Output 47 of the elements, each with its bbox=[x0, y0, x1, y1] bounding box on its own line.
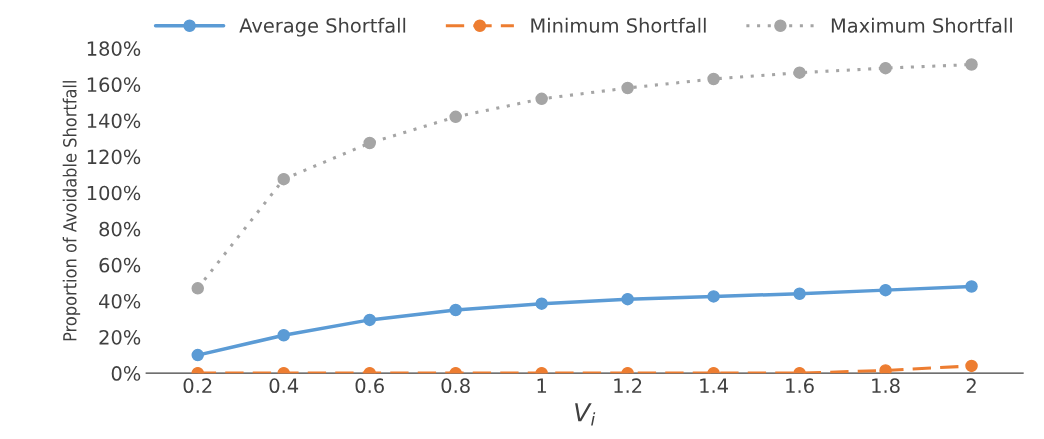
legend-label: Maximum Shortfall bbox=[831, 17, 1012, 33]
y-tick-label: 160% bbox=[87, 77, 141, 93]
point bbox=[621, 292, 634, 306]
point bbox=[707, 72, 720, 86]
y-tick-label: 80% bbox=[99, 221, 141, 237]
legend-label: Average Shortfall bbox=[239, 17, 406, 37]
x-tick-label: 1.6 bbox=[786, 378, 814, 394]
point bbox=[191, 348, 204, 362]
x-tick-label: 0.2 bbox=[183, 378, 212, 394]
point bbox=[793, 287, 806, 300]
y-tick-label: 180% bbox=[87, 41, 141, 56]
point bbox=[879, 364, 892, 374]
point bbox=[191, 282, 204, 295]
y-tick-label: 60% bbox=[99, 257, 141, 273]
point bbox=[879, 61, 892, 75]
point bbox=[965, 58, 978, 71]
point bbox=[449, 110, 462, 124]
point bbox=[363, 313, 376, 327]
x-tick-label: 2 bbox=[966, 378, 976, 393]
y-tick-label: 40% bbox=[99, 293, 141, 309]
x-tick-label: 1 bbox=[537, 378, 547, 393]
point bbox=[965, 280, 978, 293]
point bbox=[449, 303, 462, 317]
x-tick-label: 1.2 bbox=[614, 378, 642, 393]
point bbox=[879, 283, 892, 297]
x-tick-label: 1.4 bbox=[700, 378, 728, 393]
y-tick-label: 100% bbox=[87, 185, 141, 201]
y-tick-label: 0% bbox=[111, 366, 141, 381]
point bbox=[793, 66, 806, 79]
y-tick-label: 20% bbox=[99, 330, 141, 345]
legend-label: Minimum Shortfall bbox=[531, 17, 706, 33]
point bbox=[535, 92, 548, 106]
x-axis-title: V$_{i}$ bbox=[575, 403, 596, 426]
point bbox=[277, 328, 290, 342]
point bbox=[621, 81, 634, 95]
x-tick-label: 1.8 bbox=[872, 378, 900, 394]
point bbox=[535, 297, 548, 310]
y-axis-title: Proportion of Avoidable Shortfall bbox=[62, 81, 81, 341]
y-tick-label: 140% bbox=[87, 113, 141, 129]
point bbox=[277, 172, 290, 186]
x-tick-label: 0.8 bbox=[441, 378, 470, 394]
point bbox=[707, 290, 720, 303]
y-tick-label: 120% bbox=[87, 149, 141, 165]
point bbox=[363, 136, 376, 150]
x-tick-label: 0.4 bbox=[269, 378, 299, 394]
x-tick-label: 0.6 bbox=[355, 378, 384, 394]
point bbox=[965, 359, 978, 373]
